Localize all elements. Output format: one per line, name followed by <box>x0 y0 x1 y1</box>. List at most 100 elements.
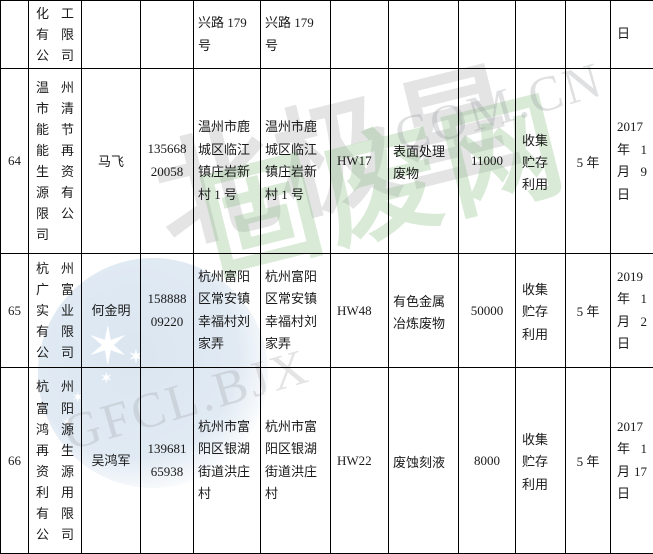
operating-mode: 收集 贮存 利用 <box>516 124 565 199</box>
cell-address-registered: 兴路 179 号 <box>193 0 261 70</box>
cell-address-operating: 杭州市富 阳区银湖 街道洪庄 村 <box>260 367 331 554</box>
cell-waste-code: HW17 <box>330 68 389 255</box>
company-line: 公司 <box>36 526 74 542</box>
company-line: 有限 <box>36 505 74 521</box>
cell-quantity: 8000 <box>458 367 516 554</box>
date-line: 年 1 <box>617 441 647 457</box>
cell-quantity <box>458 0 516 70</box>
mode-line: 贮存 <box>522 454 549 470</box>
address-line: 家弄 <box>198 336 225 351</box>
phone-line: 135668 <box>147 141 187 157</box>
address-operating: 杭州市富 阳区银湖 街道洪庄 村 <box>261 414 330 507</box>
mode-line: 贮存 <box>522 154 549 170</box>
company-line: 杭州 <box>36 379 74 395</box>
address-line: 村 <box>198 486 212 501</box>
cell-waste-name: 表面处理 废物 <box>388 68 459 255</box>
address-line: 幸福村刘 <box>265 313 318 329</box>
phone-number: 139681 65938 <box>141 438 193 484</box>
waste-name-line: 冶炼废物 <box>393 315 446 331</box>
operating-mode <box>516 31 565 39</box>
mode-line: 收集 <box>522 282 549 298</box>
company-line: 生资 <box>36 164 74 180</box>
mode-line: 收集 <box>522 432 549 448</box>
waste-name: 表面处理 废物 <box>389 135 458 187</box>
operating-mode: 收集 贮存 利用 <box>516 423 565 498</box>
address-line: 温州市鹿 <box>198 119 251 135</box>
date-line: 日 <box>617 186 631 202</box>
cell-phone <box>140 0 194 70</box>
date-line: 月 9 <box>617 164 647 180</box>
company-name-stack: 杭州 富阳 鸿源 再生 资源 利用 有限 公司 <box>29 374 81 546</box>
address-line: 镇庄岩新 <box>198 164 251 180</box>
waste-name-line: 有色金属 <box>393 293 446 309</box>
company-line: 有限 <box>36 324 74 340</box>
company-name-stack: 化工 有限 公司 <box>29 1 81 68</box>
mode-line: 收集 <box>522 132 549 148</box>
cell-quantity: 50000 <box>458 253 516 369</box>
cell-waste-name <box>388 0 459 70</box>
phone-line: 20058 <box>150 164 184 180</box>
cell-company: 杭州 富阳 鸿源 再生 资源 利用 有限 公司 <box>28 367 82 554</box>
cell-address-operating: 杭州富阳 区常安镇 幸福村刘 家弄 <box>260 253 331 369</box>
cell-contact <box>81 0 141 70</box>
company-name-stack: 杭州 广富 实业 有限 公司 <box>29 256 81 365</box>
waste-name-line: 废物 <box>393 166 420 182</box>
cell-address-operating: 温州市鹿 城区临江 镇庄岩新 村 1 号 <box>260 68 331 255</box>
address-line: 温州市鹿 <box>265 119 318 135</box>
waste-name: 有色金属 冶炼废物 <box>389 285 458 337</box>
date-line: 年 1 <box>617 141 647 157</box>
date-line: 日 <box>617 486 631 501</box>
issue-date: 2017 年 1 月 17 日 <box>611 414 653 507</box>
address-line: 区常安镇 <box>265 291 318 307</box>
cell-waste-code <box>330 0 389 70</box>
company-line: 限公 <box>36 206 74 222</box>
validity-term: 5 年 <box>576 454 600 470</box>
cell-address-registered: 杭州富阳 区常安镇 幸福村刘 家弄 <box>193 253 261 369</box>
waste-name <box>389 31 458 39</box>
cell-contact: 吴鸿军 <box>81 367 141 554</box>
quantity-value: 11000 <box>470 153 504 169</box>
waste-code: HW17 <box>337 153 372 169</box>
cell-address-registered: 杭州市富 阳区银湖 街道洪庄 村 <box>193 367 261 554</box>
mode-line: 贮存 <box>522 304 549 320</box>
date-line: 2017 <box>617 119 643 135</box>
cell-mode: 收集 贮存 利用 <box>515 253 566 369</box>
cell-phone: 158888 09220 <box>140 253 194 369</box>
cell-contact: 马飞 <box>81 68 141 255</box>
company-line: 公司 <box>36 345 74 361</box>
date-line: 日 <box>617 336 631 351</box>
address-line: 杭州市富 <box>198 418 251 434</box>
cell-phone: 135668 20058 <box>140 68 194 255</box>
date-line: 2017 <box>617 418 643 434</box>
contact-name: 何金明 <box>91 303 131 319</box>
validity-term: 5 年 <box>576 304 600 320</box>
cell-quantity: 11000 <box>458 68 516 255</box>
mode-line: 利用 <box>522 177 549 193</box>
cell-issue-date: 2017 年 1 月 9 日 <box>610 68 653 255</box>
phone-number: 135668 20058 <box>141 138 193 184</box>
company-line: 司 <box>36 227 50 243</box>
contact-name: 吴鸿军 <box>91 453 131 469</box>
operating-mode: 收集 贮存 利用 <box>516 273 565 348</box>
waste-name: 废蚀刻液 <box>389 446 458 476</box>
address-operating: 兴路 179 号 <box>261 10 330 59</box>
address-line: 兴路 179 <box>265 15 314 31</box>
address-line: 街道洪庄 <box>198 463 251 479</box>
date-line: 2019 <box>617 268 643 284</box>
company-line: 源有 <box>36 185 74 201</box>
address-line: 村 1 号 <box>265 186 305 202</box>
cell-no: 65 <box>0 253 29 369</box>
cell-term <box>565 0 611 70</box>
phone-line: 139681 <box>147 440 187 456</box>
cell-issue-date: 日 <box>610 0 653 70</box>
address-line: 街道洪庄 <box>265 463 318 479</box>
company-line: 市清 <box>36 101 74 116</box>
quantity-value: 8000 <box>474 452 500 468</box>
company-line: 有限 <box>36 27 74 43</box>
cell-no: 66 <box>0 367 29 554</box>
company-line: 能节 <box>36 122 74 138</box>
company-line: 利用 <box>36 484 74 500</box>
company-line: 鸿源 <box>36 421 74 437</box>
address-line: 城区临江 <box>265 141 318 157</box>
company-line: 公司 <box>36 48 74 64</box>
